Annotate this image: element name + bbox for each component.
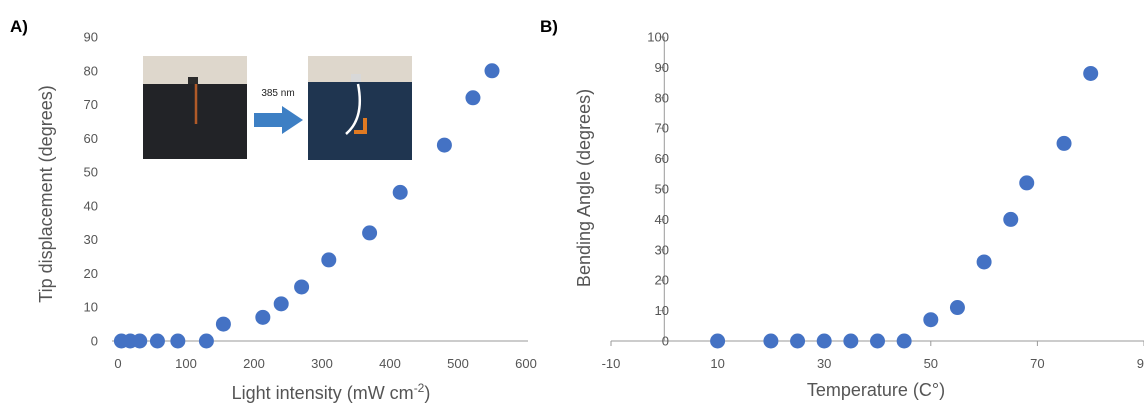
y-tick-label: 30	[655, 242, 669, 257]
x-tick-label: 50	[924, 356, 938, 371]
y-tick-label: 40	[84, 198, 98, 213]
panel-a-points	[113, 63, 500, 349]
panel-a-x-axis-title-main: Light intensity (mW cm	[232, 383, 414, 403]
x-tick-label: -10	[602, 356, 621, 371]
y-tick-label: 50	[655, 182, 669, 197]
panel-a-label: A)	[10, 17, 28, 36]
arrow-right-icon	[254, 106, 303, 134]
y-tick-label: 50	[84, 165, 98, 180]
y-tick-label: 60	[84, 131, 98, 146]
inset-arrow-label: 385 nm	[261, 88, 294, 99]
panel-b-points	[710, 65, 1099, 349]
data-point	[132, 333, 148, 349]
panel-a: A) 0 10 20 30 40 50 60 70 80 90 0 100 200 300 400 500 6…	[10, 17, 537, 403]
y-tick-label: 90	[655, 60, 669, 75]
x-tick-label: 90	[1137, 356, 1144, 371]
data-point	[1056, 135, 1072, 151]
panel-b-y-ticks: 0 10 20 30 40 50 60 70 80 90 100	[647, 30, 669, 349]
y-tick-label: 80	[84, 63, 98, 78]
data-point	[198, 333, 214, 349]
y-tick-label: 80	[655, 90, 669, 105]
photo-bent-strip	[308, 56, 412, 160]
panel-b-y-axis-title: Bending Angle (degrees)	[574, 89, 594, 287]
data-point	[949, 300, 965, 316]
panel-a-x-ticks: 0 100 200 300 400 500 600	[114, 356, 536, 371]
x-tick-label: 400	[379, 356, 401, 371]
panel-a-y-axis-title: Tip displacement (degrees)	[36, 85, 56, 302]
data-point	[896, 333, 912, 349]
y-tick-label: 30	[84, 232, 98, 247]
panel-a-y-ticks: 0 10 20 30 40 50 60 70 80 90	[84, 30, 98, 349]
y-tick-label: 10	[84, 300, 98, 315]
x-tick-label: 100	[175, 356, 197, 371]
data-point	[1083, 65, 1099, 81]
data-point	[976, 254, 992, 270]
panel-b-x-axis-title: Temperature (C°)	[807, 380, 945, 400]
data-point	[392, 184, 408, 200]
data-point	[215, 316, 231, 332]
data-point	[870, 333, 885, 349]
x-tick-label: 0	[114, 356, 121, 371]
panel-a-x-axis-title-sup: -2	[414, 381, 425, 395]
data-point	[763, 333, 779, 349]
panel-b-label: B)	[540, 17, 558, 36]
panel-a-x-axis-title: Light intensity (mW cm-2)	[232, 381, 431, 403]
x-tick-label: 500	[447, 356, 469, 371]
data-point	[1003, 211, 1019, 227]
data-point	[436, 137, 452, 153]
x-tick-label: 300	[311, 356, 333, 371]
photo-after-strip	[345, 83, 362, 135]
photo-unbent-strip	[143, 56, 247, 159]
y-tick-label: 60	[655, 151, 669, 166]
x-tick-label: 70	[1030, 356, 1044, 371]
y-tick-label: 10	[655, 303, 669, 318]
data-point	[816, 333, 832, 349]
x-tick-label: 30	[817, 356, 831, 371]
data-point	[790, 333, 806, 349]
x-tick-label: 10	[710, 356, 724, 371]
y-tick-label: 70	[84, 97, 98, 112]
photo-after-shadow	[354, 118, 367, 134]
data-point	[710, 333, 726, 349]
y-tick-label: 20	[84, 266, 98, 281]
data-point	[362, 225, 378, 241]
y-tick-label: 90	[84, 30, 98, 45]
data-point	[273, 296, 289, 312]
y-tick-label: 40	[655, 212, 669, 227]
data-point	[294, 279, 310, 295]
y-tick-label: 70	[655, 121, 669, 136]
x-tick-label: 600	[515, 356, 537, 371]
photo-before-clamp	[188, 77, 198, 84]
inset-arrow: 385 nm	[254, 88, 303, 134]
data-point	[465, 90, 481, 106]
inset-photos: 385 nm	[143, 56, 412, 160]
y-tick-label: 20	[655, 273, 669, 288]
data-point	[170, 333, 186, 349]
panel-a-x-axis-title-end: )	[424, 383, 430, 403]
y-tick-label: 0	[91, 334, 98, 349]
data-point	[321, 252, 337, 268]
data-point	[1019, 175, 1035, 191]
data-point	[255, 309, 271, 325]
data-point	[149, 333, 165, 349]
panel-b-x-ticks: -10 10 30 50 70 90	[602, 341, 1144, 371]
x-tick-label: 200	[243, 356, 265, 371]
y-tick-label: 100	[647, 30, 669, 45]
data-point	[843, 333, 859, 349]
data-point	[484, 63, 500, 79]
y-tick-label: 0	[662, 334, 669, 349]
photo-after-clamp	[351, 74, 361, 82]
data-point	[923, 312, 939, 328]
